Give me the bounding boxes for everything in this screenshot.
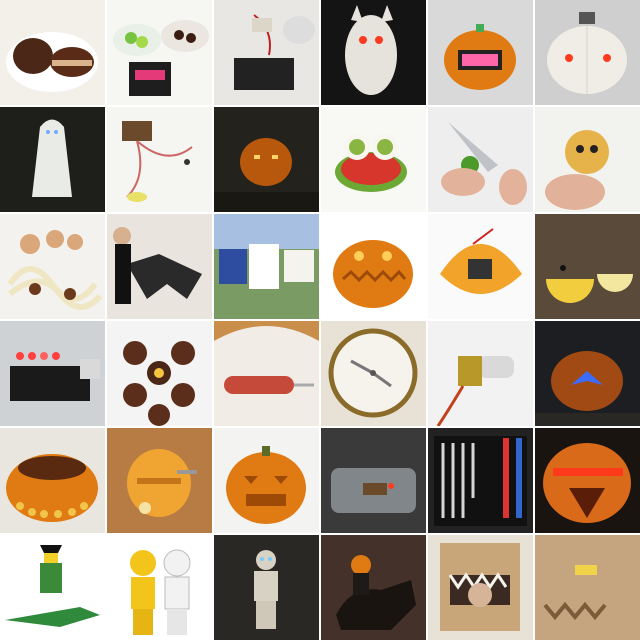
tile-white-pumpkin-red-eyes-image	[535, 0, 640, 105]
tile-lego-glowing-figure[interactable]	[214, 535, 319, 640]
tile-blue-light-pumpkin[interactable]	[535, 321, 640, 426]
tile-jack-o-lantern-teeth-image	[321, 214, 426, 319]
tile-carved-pumpkin-face-image	[214, 428, 319, 533]
tile-cardboard-box-face-image	[535, 535, 640, 640]
tile-lego-glowing-figure-image	[214, 535, 319, 640]
tile-bat-costume-image	[107, 214, 212, 319]
tile-cylon-pumpkin[interactable]	[535, 428, 640, 533]
tile-knife-grape-image	[428, 107, 533, 212]
tile-lego-crocodile-image	[0, 535, 105, 640]
tile-cylon-pumpkin-image	[535, 428, 640, 533]
tile-outdoor-signs-image	[214, 214, 319, 319]
tile-dalek-pumpkin-bowl-image	[0, 428, 105, 533]
tile-spaghetti-monster[interactable]	[0, 214, 105, 319]
tile-spaghetti-monster-image	[0, 214, 105, 319]
tile-headless-horseman[interactable]	[321, 535, 426, 640]
tile-radioactive-cupcakes[interactable]	[107, 321, 212, 426]
tile-white-pumpkin-red-eyes[interactable]	[535, 0, 640, 105]
tile-bulb-fixture[interactable]	[428, 321, 533, 426]
tile-chocolate-cakes[interactable]	[0, 0, 105, 105]
tile-bat-costume[interactable]	[107, 214, 212, 319]
tile-led-board-image	[0, 321, 105, 426]
tile-carving-tools-case[interactable]	[428, 428, 533, 533]
tile-bat-plush-red-eyes-image	[321, 0, 426, 105]
tile-hotdog-on-fork[interactable]	[214, 321, 319, 426]
tile-pacman-gourds-image	[535, 214, 640, 319]
tile-dalek-pumpkin-bowl[interactable]	[0, 428, 105, 533]
tile-cookie-eyes[interactable]	[535, 107, 640, 212]
tile-led-board[interactable]	[0, 321, 105, 426]
tile-glowing-pumpkin-night-image	[214, 107, 319, 212]
tile-headless-horseman-image	[321, 535, 426, 640]
tile-bulb-fixture-image	[428, 321, 533, 426]
tile-squash-gadget[interactable]	[428, 214, 533, 319]
tile-jack-o-lantern-teeth[interactable]	[321, 214, 426, 319]
tile-pacman-gourds[interactable]	[535, 214, 640, 319]
tile-led-display-pumpkin-image	[428, 0, 533, 105]
tile-circuit-wires[interactable]	[107, 107, 212, 212]
tile-chocolate-cakes-image	[0, 0, 105, 105]
tile-cardboard-monster-mask-image	[428, 535, 533, 640]
tile-dalek-pumpkin[interactable]	[107, 428, 212, 533]
tile-circuit-wires-image	[107, 107, 212, 212]
tile-radioactive-cupcakes-image	[107, 321, 212, 426]
tile-eyeball-salad-image	[321, 107, 426, 212]
tile-electronics-battery[interactable]	[214, 0, 319, 105]
tile-fork-clock-plate-image	[321, 321, 426, 426]
tile-lego-astronauts[interactable]	[107, 535, 212, 640]
tile-lego-crocodile[interactable]	[0, 535, 105, 640]
tile-carving-tools-case-image	[428, 428, 533, 533]
tile-cardboard-box-face[interactable]	[535, 535, 640, 640]
tile-glass-jar-led-image	[321, 428, 426, 533]
tile-glowing-pumpkin-night[interactable]	[214, 107, 319, 212]
tile-cardboard-monster-mask[interactable]	[428, 535, 533, 640]
tile-electronics-battery-image	[214, 0, 319, 105]
tile-hotdog-on-fork-image	[214, 321, 319, 426]
tile-carved-pumpkin-face[interactable]	[214, 428, 319, 533]
tile-led-display-pumpkin[interactable]	[428, 0, 533, 105]
tile-bat-plush-red-eyes[interactable]	[321, 0, 426, 105]
tile-eyeball-salad[interactable]	[321, 107, 426, 212]
tile-dalek-pumpkin-image	[107, 428, 212, 533]
tile-knife-grape[interactable]	[428, 107, 533, 212]
tile-glass-jar-led[interactable]	[321, 428, 426, 533]
tile-lego-astronauts-image	[107, 535, 212, 640]
tile-fork-clock-plate[interactable]	[321, 321, 426, 426]
tile-ghost-image	[0, 107, 105, 212]
tile-outdoor-signs[interactable]	[214, 214, 319, 319]
tile-candy-bowls[interactable]	[107, 0, 212, 105]
tile-ghost[interactable]	[0, 107, 105, 212]
tile-cookie-eyes-image	[535, 107, 640, 212]
tile-blue-light-pumpkin-image	[535, 321, 640, 426]
tile-candy-bowls-image	[107, 0, 212, 105]
tile-squash-gadget-image	[428, 214, 533, 319]
